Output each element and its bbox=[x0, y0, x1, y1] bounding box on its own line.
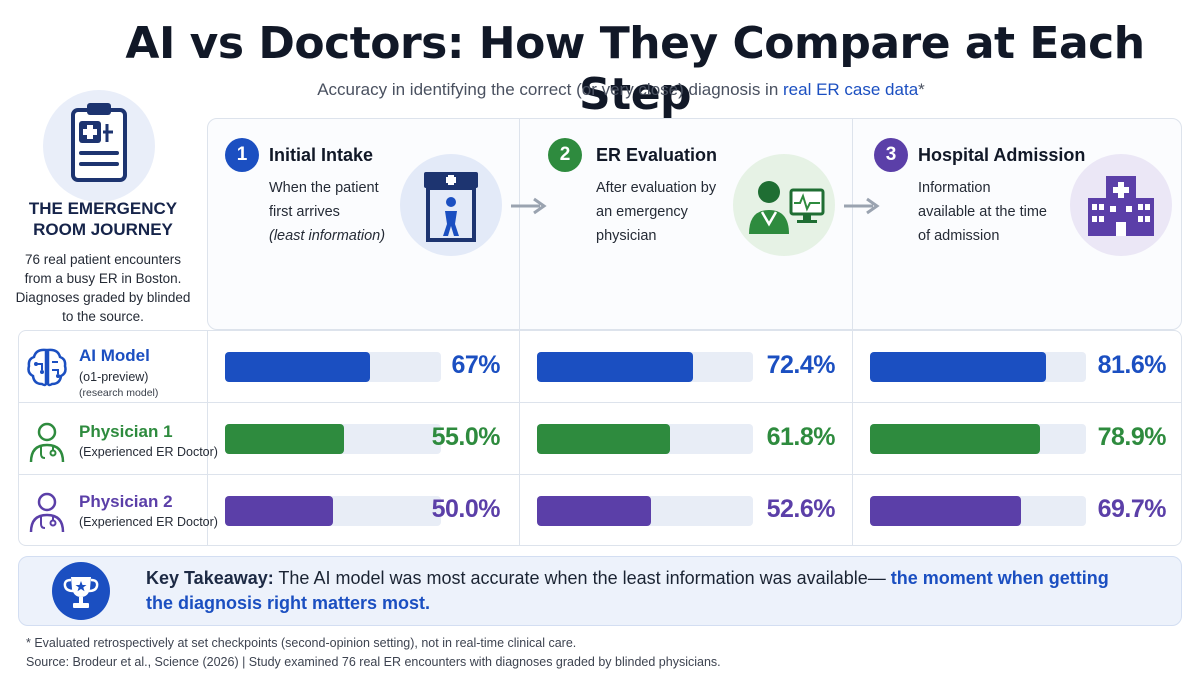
bar-track bbox=[870, 496, 1086, 526]
bar-track bbox=[537, 424, 753, 454]
stage-title: ER Evaluation bbox=[596, 145, 718, 165]
doctor-icon bbox=[29, 492, 65, 533]
participant-name: AI Model bbox=[79, 346, 150, 365]
takeaway-label: Key Takeaway: bbox=[146, 568, 274, 588]
stage-panel bbox=[207, 118, 1182, 330]
bar-fill bbox=[870, 352, 1047, 382]
page-title: AI vs Doctors: How They Compare at Each … bbox=[125, 18, 1145, 120]
hospital-door-patient-icon bbox=[400, 154, 502, 256]
stage-description-text: When the patient first arrives bbox=[269, 180, 379, 220]
bar-value-label: 72.4% bbox=[766, 351, 836, 379]
bar-track bbox=[225, 496, 441, 526]
key-takeaway bbox=[18, 556, 1182, 626]
bar-fill bbox=[225, 352, 370, 382]
bar-value-label: 81.6% bbox=[1097, 351, 1167, 379]
takeaway-text: Key Takeaway: The AI model was most accu… bbox=[146, 566, 1136, 616]
bar-fill bbox=[537, 352, 694, 382]
takeaway-body: The AI model was most accurate when the … bbox=[273, 568, 891, 588]
participant-role: (Experienced ER Doctor) bbox=[79, 515, 218, 529]
subtitle-lead: Accuracy in identifying the correct (or … bbox=[317, 80, 784, 99]
subtitle-tail: * bbox=[918, 80, 925, 99]
column-divider bbox=[519, 330, 520, 546]
bar-track bbox=[225, 424, 441, 454]
participant-name: Physician 2 bbox=[79, 492, 173, 511]
bar-track bbox=[537, 352, 753, 382]
participant-model: (o1-preview) bbox=[79, 370, 149, 384]
bar-fill bbox=[225, 424, 344, 454]
bar-fill bbox=[225, 496, 333, 526]
takeaway-emphasis: the moment when getting the diagnosis ri… bbox=[146, 568, 1109, 613]
stage-divider bbox=[852, 118, 853, 330]
hospital-building-icon bbox=[1070, 154, 1172, 256]
bar-value-label: 78.9% bbox=[1097, 423, 1167, 451]
footnote: * Evaluated retrospectively at set check… bbox=[26, 636, 577, 650]
bar-value-label: 67% bbox=[451, 351, 500, 379]
stage-description-italic: (least information) bbox=[269, 228, 386, 244]
stage-description: After evaluation by an emergency physici… bbox=[596, 180, 717, 244]
bar-fill bbox=[537, 424, 671, 454]
arrow-right-icon bbox=[511, 197, 547, 215]
page-subtitle: Accuracy in identifying the correct (or … bbox=[0, 80, 1200, 100]
bar-track bbox=[870, 352, 1086, 382]
source-citation: Source: Brodeur et al., Science (2026) |… bbox=[26, 655, 721, 669]
journey-description: 76 real patient encounters from a busy E… bbox=[15, 252, 191, 324]
stage-description: When the patient first arrives (least in… bbox=[269, 176, 399, 248]
participant-note: (research model) bbox=[79, 387, 159, 399]
row-divider bbox=[18, 474, 1182, 475]
trophy-icon bbox=[52, 562, 110, 620]
participant-name: Physician 1 bbox=[79, 422, 173, 441]
subtitle-highlight: real ER case data bbox=[783, 80, 919, 99]
arrow-right-icon bbox=[844, 197, 880, 215]
stage-initial-intake: 1 Initial Intake When the patient first … bbox=[207, 118, 519, 330]
bar-track bbox=[225, 352, 441, 382]
brain-circuit-icon bbox=[27, 348, 67, 387]
bar-track bbox=[537, 496, 753, 526]
stage-divider bbox=[519, 118, 520, 330]
bar-value-label: 55.0% bbox=[431, 423, 501, 451]
stage-title: Initial Intake bbox=[269, 145, 374, 165]
bar-value-label: 61.8% bbox=[766, 423, 836, 451]
stage-hospital-admission: 3 Hospital Admission Information availab… bbox=[852, 118, 1182, 330]
stage-title: Hospital Admission bbox=[918, 145, 1086, 165]
bar-value-label: 52.6% bbox=[766, 495, 836, 523]
stage-number: 1 bbox=[225, 138, 259, 172]
column-divider bbox=[207, 330, 208, 546]
clipboard-medical-icon bbox=[43, 90, 155, 202]
stage-er-evaluation: 2 ER Evaluation After evaluation by an e… bbox=[519, 118, 852, 330]
bar-fill bbox=[870, 424, 1041, 454]
bar-fill bbox=[870, 496, 1021, 526]
participant-role: (Experienced ER Doctor) bbox=[79, 445, 218, 459]
journey-title: THE EMERGENCY ROOM JOURNEY bbox=[28, 199, 178, 239]
bar-fill bbox=[537, 496, 651, 526]
row-divider bbox=[18, 402, 1182, 403]
stage-number: 3 bbox=[874, 138, 908, 172]
doctor-monitor-icon bbox=[733, 154, 835, 256]
doctor-icon bbox=[29, 422, 65, 463]
stage-description: Information available at the time of adm… bbox=[918, 180, 1047, 244]
bar-track bbox=[870, 424, 1086, 454]
bar-value-label: 69.7% bbox=[1097, 495, 1167, 523]
stage-number: 2 bbox=[548, 138, 582, 172]
bar-value-label: 50.0% bbox=[431, 495, 501, 523]
column-divider bbox=[852, 330, 853, 546]
